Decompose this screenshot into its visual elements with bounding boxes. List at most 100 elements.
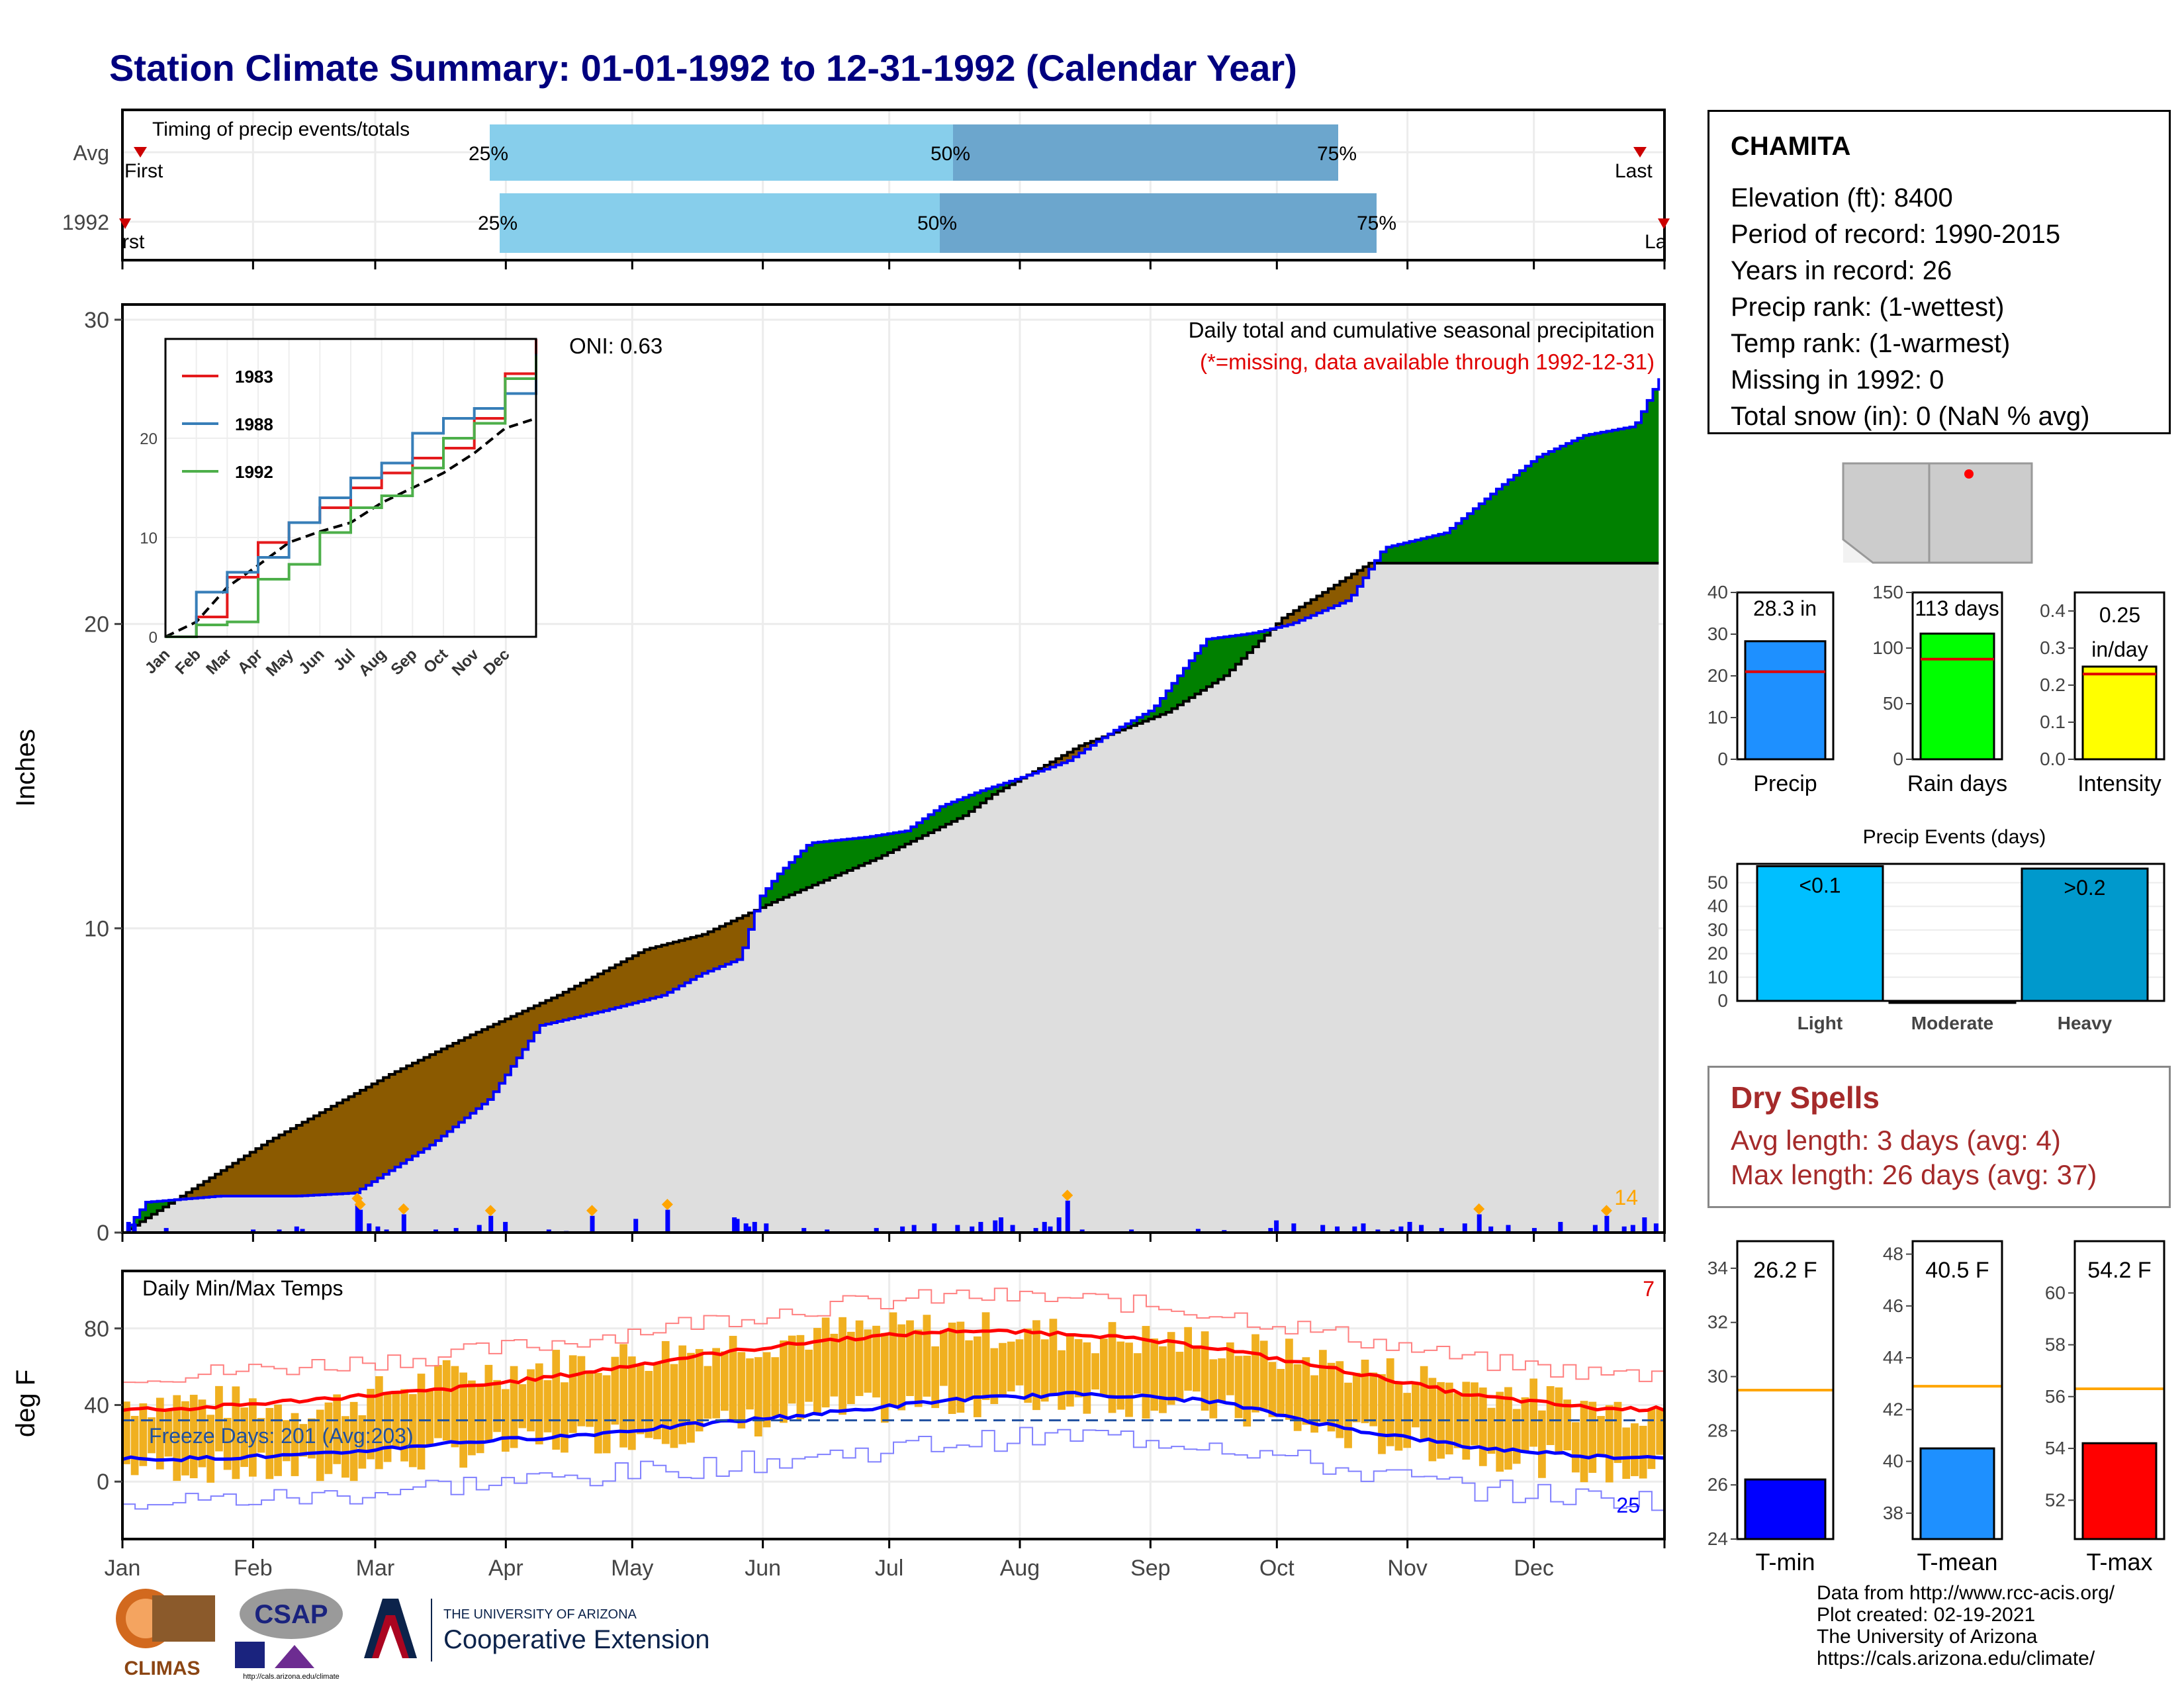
csap-logo[interactable]: CSAP http://cals.arizona.edu/climate bbox=[228, 1582, 347, 1681]
timing-first-avg: First bbox=[124, 160, 163, 182]
temp-daily-range-bar bbox=[931, 1346, 940, 1409]
temp-daily-range-bar bbox=[383, 1393, 392, 1462]
precip-daily-bar bbox=[825, 1229, 830, 1233]
temp-daily-range-bar bbox=[1445, 1382, 1453, 1455]
temp-daily-range-bar bbox=[518, 1384, 527, 1429]
footer-university: The University of Arizona bbox=[1817, 1626, 2038, 1648]
climas-logo[interactable]: CLIMAS bbox=[106, 1582, 218, 1681]
temp-record-low-line bbox=[122, 1427, 1665, 1511]
precip-daily-bar bbox=[735, 1219, 740, 1233]
events-y-tick-label: 20 bbox=[1707, 943, 1728, 964]
temp-daily-range-bar bbox=[1361, 1359, 1369, 1423]
temp-daily-range-bar bbox=[484, 1364, 493, 1440]
precip-daily-bar bbox=[1506, 1225, 1511, 1233]
temp-x-tick-label: Feb bbox=[234, 1556, 273, 1581]
temp-daily-range-bar bbox=[426, 1389, 434, 1446]
precip-daily-bar bbox=[900, 1226, 905, 1233]
precip-avg-line bbox=[122, 561, 1659, 1234]
precip-daily-marker bbox=[484, 1205, 496, 1217]
temp-title: Daily Min/Max Temps bbox=[142, 1276, 343, 1300]
temp-x-tick-label: Jul bbox=[875, 1556, 903, 1581]
summary-precip-y-tick-label: 150 bbox=[1872, 582, 1903, 602]
temp-daily-range-bar bbox=[1412, 1382, 1420, 1428]
temp-daily-range-bar bbox=[830, 1333, 839, 1397]
precip-daily-bar bbox=[999, 1217, 1004, 1233]
temp-daily-range-bar bbox=[1471, 1382, 1479, 1446]
summary-precip-bar-2 bbox=[2081, 665, 2158, 761]
temp-daily-range-bar bbox=[1167, 1332, 1175, 1405]
timing-q50-1992: 50% bbox=[917, 212, 957, 234]
temp-daily-range-bar bbox=[375, 1376, 383, 1470]
temp-daily-range-bar bbox=[687, 1352, 695, 1443]
precip-daily-bar bbox=[1398, 1226, 1404, 1233]
summary-temp-y-tick-label: 58 bbox=[2045, 1335, 2066, 1355]
temp-avg-max-line bbox=[122, 1327, 1665, 1413]
temp-daily-range-bar bbox=[627, 1356, 636, 1450]
temp-daily-range-bar bbox=[1597, 1416, 1605, 1454]
precip-panel-border bbox=[121, 303, 1666, 1234]
temp-daily-range-bar bbox=[367, 1389, 375, 1460]
temp-daily-range-bar bbox=[1251, 1334, 1259, 1413]
university-arizona-logo[interactable]: THE UNIVERSITY OF ARIZONA Cooperative Ex… bbox=[357, 1595, 741, 1668]
precip-daily-bar bbox=[1604, 1215, 1610, 1233]
summary-precip-y-tick-label: 100 bbox=[1872, 637, 1903, 658]
events-category-heavy: Heavy bbox=[2058, 1013, 2113, 1033]
precip-daily-bar bbox=[433, 1229, 439, 1233]
temp-daily-range-bar bbox=[552, 1350, 561, 1450]
temp-daily-range-bar bbox=[1032, 1320, 1040, 1411]
station-period: Period of record: 1990-2015 bbox=[1731, 220, 2061, 249]
temp-daily-range-bar bbox=[981, 1312, 990, 1400]
precip-daily-bar bbox=[801, 1228, 807, 1233]
summary-temp-y-tick-label: 44 bbox=[1883, 1347, 1903, 1368]
temp-daily-range-bar bbox=[965, 1340, 973, 1400]
summary-temp-category-1: T-mean bbox=[1917, 1548, 1997, 1575]
temp-daily-range-bar bbox=[1327, 1362, 1336, 1432]
temp-daily-range-bar bbox=[510, 1366, 518, 1448]
temp-daily-range-bar bbox=[1184, 1327, 1192, 1391]
temp-daily-range-bar bbox=[678, 1345, 687, 1444]
events-y-tick-label: 50 bbox=[1707, 872, 1728, 893]
summary-temp-y-tick-label: 54 bbox=[2045, 1438, 2066, 1458]
temp-daily-range-bar bbox=[1015, 1339, 1024, 1385]
precip-daily-bar bbox=[1462, 1223, 1467, 1233]
temp-daily-range-bar bbox=[897, 1324, 906, 1411]
temp-daily-range-bar bbox=[602, 1375, 611, 1454]
summary-temp-y-tick-label: 24 bbox=[1707, 1528, 1728, 1549]
temp-daily-range-bar bbox=[1538, 1410, 1546, 1478]
footer-url: https://cals.arizona.edu/climate/ bbox=[1817, 1648, 2095, 1669]
temp-x-tick-label: May bbox=[611, 1556, 653, 1581]
precip-daily-bar bbox=[1268, 1228, 1273, 1233]
temp-daily-range-bar bbox=[1631, 1423, 1639, 1476]
footer-data-source: Data from http://www.rcc-acis.org/ bbox=[1817, 1582, 2115, 1604]
precip-daily-bar bbox=[1592, 1225, 1598, 1233]
page-title: Station Climate Summary: 01-01-1992 to 1… bbox=[109, 47, 1297, 89]
temp-daily-range-bar bbox=[1386, 1358, 1394, 1446]
temp-daily-range-bar bbox=[1336, 1361, 1344, 1438]
summary-temp-y-tick-label: 32 bbox=[1707, 1312, 1728, 1333]
temp-x-tick-label: Oct bbox=[1259, 1556, 1295, 1581]
climas-land-shape bbox=[152, 1595, 215, 1642]
temp-daily-range-bar bbox=[1420, 1366, 1428, 1441]
temp-daily-range-bar bbox=[712, 1348, 720, 1419]
temp-daily-range-bar bbox=[468, 1380, 476, 1456]
ua-small-text: THE UNIVERSITY OF ARIZONA bbox=[443, 1607, 637, 1622]
precip-y-tick-label: 10 bbox=[84, 916, 109, 941]
temp-daily-range-bar bbox=[349, 1401, 358, 1481]
timing-1992-bar-q50-q75 bbox=[940, 193, 1377, 253]
locator-map-new-mexico bbox=[1928, 462, 2033, 564]
temp-count-cold: 25 bbox=[1616, 1493, 1640, 1517]
precip-daily-bar bbox=[993, 1220, 998, 1233]
temp-y-tick-label: 0 bbox=[97, 1470, 109, 1495]
temp-daily-range-bar bbox=[1066, 1335, 1074, 1407]
precip-daily-bar bbox=[503, 1221, 508, 1233]
timing-row-label-1992: 1992 bbox=[62, 211, 109, 234]
footer-credits: Data from http://www.rcc-acis.org/ Plot … bbox=[1817, 1582, 2115, 1669]
summary-precip-panel-border bbox=[2073, 591, 2165, 761]
temp-daily-range-bar bbox=[265, 1407, 274, 1479]
precip-daily-marker bbox=[1062, 1190, 1073, 1201]
precip-daily-bar bbox=[251, 1229, 256, 1233]
timing-first-1992: First bbox=[106, 231, 145, 253]
precip-daily-bar bbox=[1390, 1229, 1395, 1233]
timing-last-1992: Last bbox=[1645, 231, 1682, 253]
temp-daily-range-bar bbox=[653, 1363, 661, 1440]
